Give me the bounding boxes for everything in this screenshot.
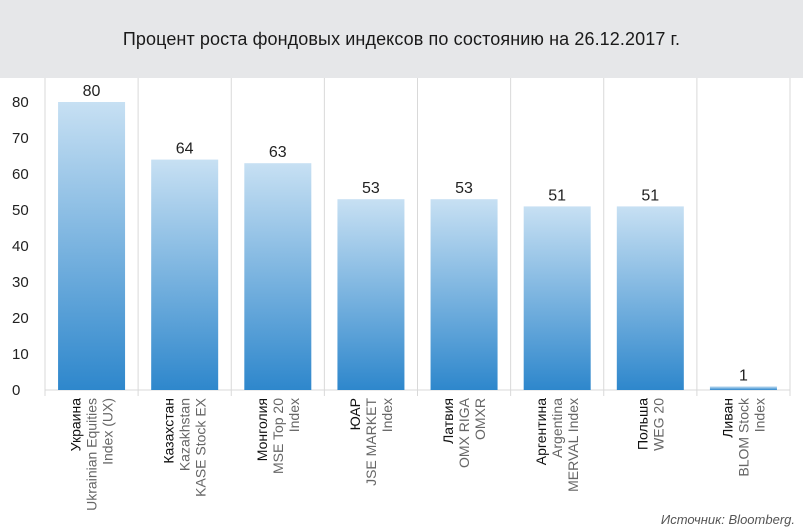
x-tick-label-index: Index (UX) <box>100 398 116 465</box>
x-tick-label-index: Argentina <box>549 398 565 458</box>
y-tick-label: 80 <box>12 94 29 111</box>
x-tick-label-country: ЮАР <box>347 398 363 430</box>
x-tick-label-country: Польша <box>634 398 650 450</box>
y-tick-label: 10 <box>12 346 29 363</box>
y-tick-label: 0 <box>12 382 20 399</box>
bar <box>709 386 777 390</box>
data-label: 53 <box>362 180 380 197</box>
bar <box>337 199 405 390</box>
x-tick-label-country: Ливан <box>719 398 735 438</box>
bar <box>616 206 684 390</box>
x-tick-label-index: Index <box>751 398 767 432</box>
x-tick-label-country: Латвия <box>440 398 456 444</box>
y-tick-label: 40 <box>12 238 29 255</box>
chart-title: Процент роста фондовых индексов по состо… <box>122 28 681 49</box>
x-tick-label-index: Index <box>286 398 302 432</box>
x-tick-label-index: MERVAL Index <box>565 398 581 492</box>
y-tick-label: 60 <box>12 166 29 183</box>
data-label: 80 <box>83 83 101 100</box>
bar <box>151 159 219 390</box>
y-tick-label: 20 <box>12 310 29 327</box>
x-tick-label-index: Kazakhstan <box>177 398 193 471</box>
bar <box>523 206 591 390</box>
x-tick-label-index: MSE Top 20 <box>270 398 286 474</box>
x-tick-label-index: WEG 20 <box>650 398 666 451</box>
x-tick-label-country: Украина <box>68 398 84 452</box>
bar-chart: 0 10 20 30 40 50 60 70 80 80 Украина Ukrainian Equi… <box>12 78 791 511</box>
data-label: 51 <box>548 187 566 204</box>
data-label: 53 <box>455 180 473 197</box>
chart-header: Процент роста фондовых индексов по состо… <box>0 0 803 78</box>
bar <box>430 199 498 390</box>
x-tick-label-index: BLOM Stock <box>735 397 751 477</box>
y-tick-label: 50 <box>12 202 29 219</box>
x-tick-label-index: Ukrainian Equities <box>84 398 100 511</box>
x-tick-label-index: OMXR <box>472 398 488 440</box>
y-tick-label: 30 <box>12 274 29 291</box>
x-tick-label-index: KASE Stock EX <box>193 397 209 496</box>
data-label: 64 <box>176 141 194 158</box>
x-tick-label-index: Index <box>379 398 395 432</box>
bar <box>58 102 126 390</box>
data-label: 51 <box>641 187 659 204</box>
data-label: 63 <box>269 144 287 161</box>
x-tick-label-index: JSE MARKET <box>363 398 379 486</box>
x-tick-label-index: OMX RIGA <box>456 397 472 468</box>
x-tick-label-country: Аргентина <box>533 398 549 465</box>
x-tick-label-country: Казахстан <box>161 398 177 464</box>
bar <box>244 163 312 390</box>
data-label: 1 <box>739 367 748 384</box>
source-note: Источник: Bloomberg. <box>660 512 795 527</box>
y-tick-label: 70 <box>12 130 29 147</box>
x-tick-label-country: Монголия <box>254 398 270 461</box>
